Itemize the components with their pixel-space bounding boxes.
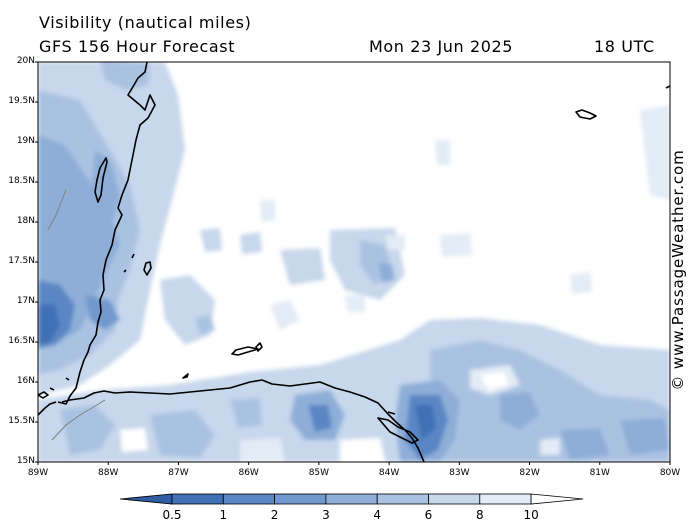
latitude-label: 19.5N [8, 96, 35, 106]
latitude-label: 16.5N [8, 336, 35, 346]
watermark: © www.PassageWeather.com [669, 149, 687, 391]
latitude-label: 20N [16, 56, 35, 66]
colorbar-cell [428, 493, 481, 505]
longitude-label: 87W [168, 468, 189, 478]
coastlines [38, 62, 670, 462]
colorbar-cell [325, 493, 378, 505]
colorbar-label: 10 [523, 508, 539, 522]
map-plot-area [38, 62, 670, 462]
colorbar-arrow-high [530, 493, 584, 505]
forecast-model: GFS 156 Hour Forecast [39, 37, 236, 56]
colorbar-cell [376, 493, 429, 505]
forecast-time: 18 UTC [594, 37, 655, 56]
latitude-label: 17N [16, 296, 35, 306]
longitude-label: 84W [378, 468, 400, 478]
colorbar-cell [479, 493, 532, 505]
longitude-label: 89W [27, 468, 49, 478]
colorbar-cell [222, 493, 276, 505]
latitude-label: 15.5N [8, 416, 35, 426]
longitude-label: 86W [238, 468, 259, 478]
latitude-label: 16N [16, 376, 35, 386]
visibility-field [38, 62, 670, 462]
colorbar-cell [274, 493, 327, 505]
longitude-label: 81W [589, 468, 610, 478]
forecast-date: Mon 23 Jun 2025 [369, 37, 514, 56]
latitude-label: 15N [16, 456, 35, 466]
colorbar-cell [171, 493, 224, 505]
colorbar-label: 2 [270, 508, 279, 522]
latitude-label: 18.5N [8, 176, 35, 186]
colorbar-label: 8 [475, 508, 484, 522]
colorbar-label: 0.5 [162, 508, 182, 522]
longitude-label: 85W [308, 468, 330, 478]
longitude-label: 82W [519, 468, 540, 478]
latitude-label: 18N [16, 216, 35, 226]
axis-ticks [35, 61, 671, 465]
latitude-label: 19N [16, 136, 35, 146]
colorbar-label: 1 [219, 508, 228, 522]
chart-title: Visibility (nautical miles) [39, 13, 252, 32]
longitude-label: 83W [449, 468, 470, 478]
longitude-label: 88W [98, 468, 119, 478]
latitude-label: 17.5N [8, 256, 35, 266]
colorbar [119, 493, 584, 505]
longitude-label: 80W [659, 468, 681, 478]
colorbar-label: 6 [424, 508, 433, 522]
colorbar-label: 3 [322, 508, 330, 522]
borders [47, 189, 106, 441]
colorbar-label: 4 [373, 508, 382, 522]
colorbar-arrow-low [119, 493, 173, 505]
